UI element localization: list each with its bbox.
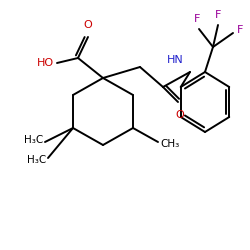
Text: H₃C: H₃C <box>24 135 43 145</box>
Text: F: F <box>237 25 244 35</box>
Text: H₃C: H₃C <box>27 155 46 165</box>
Text: O: O <box>84 20 92 30</box>
Text: O: O <box>176 110 184 120</box>
Text: CH₃: CH₃ <box>160 139 179 149</box>
Text: F: F <box>215 10 221 20</box>
Text: HO: HO <box>37 58 54 68</box>
Text: HN: HN <box>166 55 184 65</box>
Text: F: F <box>194 14 200 24</box>
